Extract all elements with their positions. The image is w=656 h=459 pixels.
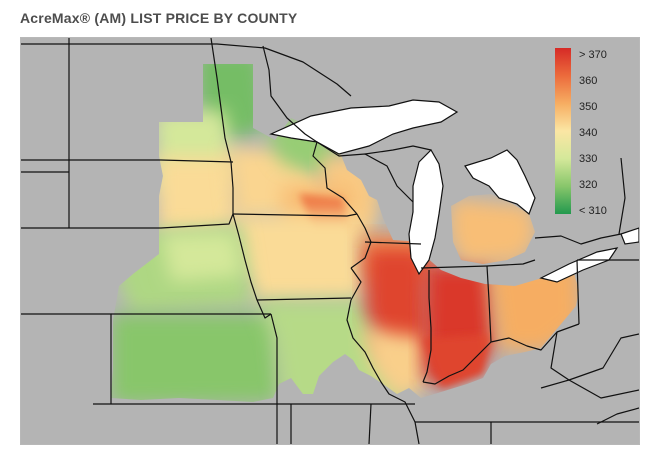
border-canada bbox=[21, 43, 352, 97]
border-sd-ne bbox=[21, 213, 234, 229]
price-legend: > 370 360 350 340 330 320 < 310 bbox=[555, 48, 607, 217]
border-oh-river-east bbox=[490, 323, 580, 351]
border-ar-ms bbox=[368, 403, 372, 444]
border-in-oh bbox=[486, 265, 492, 343]
border-nd-sd bbox=[21, 159, 234, 163]
border-il-in bbox=[422, 270, 432, 383]
legend-tick-label: 340 bbox=[579, 127, 597, 139]
border-ne-ia bbox=[232, 213, 258, 301]
region-price-field bbox=[361, 328, 427, 400]
region-price-field bbox=[449, 198, 537, 264]
map-panel: > 370 360 350 340 330 320 < 310 bbox=[20, 37, 640, 445]
border-va bbox=[540, 379, 639, 399]
region-price-field bbox=[111, 314, 279, 402]
border-mn-ia-sd bbox=[232, 213, 358, 217]
legend-tick-label: > 370 bbox=[579, 49, 607, 61]
border-tn-nc bbox=[596, 407, 639, 425]
legend-tick-label: 360 bbox=[579, 75, 597, 87]
border-nd-mn bbox=[210, 38, 234, 214]
border-oh-pa bbox=[576, 259, 580, 325]
legend-tick-label: < 310 bbox=[579, 205, 607, 217]
border-in-ohio-river bbox=[422, 341, 492, 385]
border-wi-il bbox=[364, 241, 422, 245]
lake-ontario bbox=[620, 227, 639, 245]
border-il-west-river bbox=[346, 299, 416, 423]
border-wv bbox=[550, 331, 639, 381]
state-borders bbox=[21, 38, 639, 444]
border-wi-mi bbox=[316, 141, 414, 203]
lake-huron bbox=[464, 149, 536, 216]
region-price-field bbox=[365, 248, 429, 358]
great-lakes bbox=[269, 99, 639, 283]
border-ms-al bbox=[414, 421, 420, 444]
border-ok-north bbox=[93, 403, 278, 444]
lake-erie bbox=[539, 247, 619, 283]
border-ny-vt bbox=[618, 157, 626, 235]
region-price-field bbox=[423, 334, 491, 388]
legend-tick-label: 330 bbox=[579, 153, 597, 165]
legend-color-bar bbox=[555, 48, 571, 214]
region-price-field bbox=[161, 232, 243, 282]
border-in-mi bbox=[420, 265, 488, 269]
border-ontario bbox=[534, 233, 622, 245]
legend-tick-label: 320 bbox=[579, 179, 597, 191]
border-mi-oh bbox=[486, 259, 536, 267]
region-price-field bbox=[233, 214, 363, 302]
border-ks-mo bbox=[270, 313, 278, 404]
border-mo-river bbox=[256, 299, 272, 319]
border-ia-mo bbox=[256, 297, 352, 301]
map-title: AcreMax® (AM) LIST PRICE BY COUNTY bbox=[20, 10, 298, 26]
region-price-field bbox=[157, 156, 237, 234]
county-price-map: > 370 360 350 340 330 320 < 310 bbox=[21, 38, 639, 444]
border-ia-il bbox=[350, 267, 362, 301]
legend-tick-label: 350 bbox=[579, 101, 597, 113]
border-mi-upper bbox=[364, 145, 432, 155]
